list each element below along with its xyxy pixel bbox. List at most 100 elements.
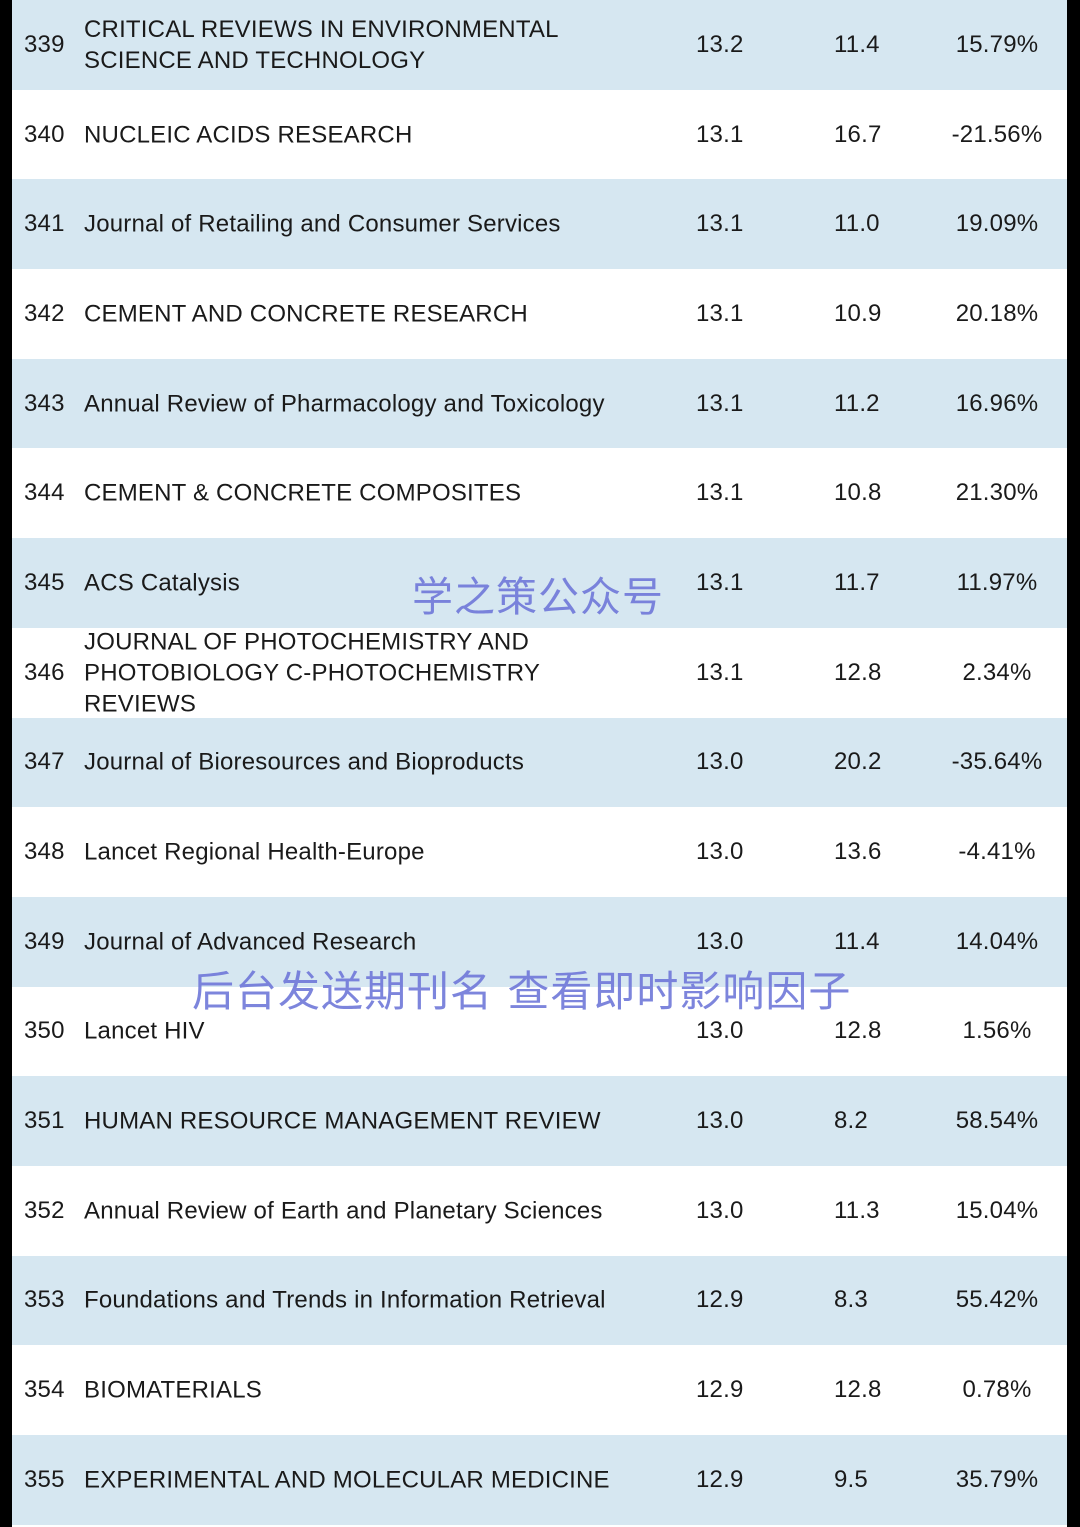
journal-name-cell: CEMENT & CONCRETE COMPOSITES [84, 479, 522, 507]
impact-factor-cell: 13.1 [696, 299, 744, 327]
watermark-tip: 后台发送期刊名 查看即时影响因子 [192, 967, 852, 1016]
impact-factor-cell: 13.0 [696, 927, 744, 955]
change-percent-cell: 21.30% [955, 479, 1039, 507]
change-percent-cell: 2.34% [962, 658, 1032, 686]
table-row: 351 HUMAN RESOURCE MANAGEMENT REVIEW 13.0 8… [12, 1076, 1067, 1166]
previous-impact-factor-cell: 8.2 [834, 1107, 868, 1135]
journal-table-page: 339 CRITICAL REVIEWS IN ENVIRONMENTAL SCI… [12, 0, 1067, 1527]
rank-cell: 352 [24, 1196, 65, 1224]
previous-impact-factor-cell: 13.6 [834, 838, 882, 866]
rank-cell: 343 [24, 389, 65, 417]
table-row: 342 CEMENT AND CONCRETE RESEARCH 13.1 10.9 2… [12, 269, 1067, 359]
rank-cell: 349 [24, 927, 65, 955]
impact-factor-cell: 13.1 [696, 389, 744, 417]
impact-factor-cell: 13.0 [696, 838, 744, 866]
table-row: 355 EXPERIMENTAL AND MOLECULAR MEDICINE 12… [12, 1435, 1067, 1525]
impact-factor-cell: 13.0 [696, 1017, 744, 1045]
change-percent-cell: -4.41% [958, 838, 1036, 866]
change-percent-cell: 35.79% [955, 1465, 1039, 1493]
change-percent-cell: 1.56% [962, 1017, 1032, 1045]
rank-cell: 339 [24, 30, 65, 58]
previous-impact-factor-cell: 11.4 [834, 30, 880, 58]
impact-factor-cell: 12.9 [696, 1376, 744, 1404]
rank-cell: 351 [24, 1107, 65, 1135]
impact-factor-cell: 13.1 [696, 568, 744, 596]
impact-factor-cell: 12.9 [696, 1465, 744, 1493]
change-percent-cell: 58.54% [955, 1107, 1039, 1135]
table-row: 345 ACS Catalysis 13.1 11.7 11.97% [12, 538, 1067, 628]
rank-cell: 347 [24, 748, 65, 776]
previous-impact-factor-cell: 10.9 [834, 299, 882, 327]
journal-name-cell: JOURNAL OF PHOTOCHEMISTRY AND PHOTOBIOLO… [84, 628, 541, 718]
table-row: 349 Journal of Advanced Research 13.0 11.4 1… [12, 896, 1067, 987]
change-percent-cell: 15.79% [955, 30, 1039, 58]
journal-name-cell: CEMENT AND CONCRETE RESEARCH [84, 300, 528, 328]
change-percent-cell: -35.64% [951, 748, 1043, 776]
impact-factor-cell: 13.0 [696, 1107, 744, 1135]
change-percent-cell: 55.42% [955, 1286, 1039, 1314]
table-row: 339 CRITICAL REVIEWS IN ENVIRONMENTAL SCI… [12, 0, 1067, 90]
journal-name-cell: BIOMATERIALS [84, 1376, 262, 1404]
journal-name-cell: EXPERIMENTAL AND MOLECULAR MEDICINE [84, 1466, 610, 1494]
rank-cell: 340 [24, 120, 65, 148]
rank-cell: 342 [24, 299, 65, 327]
impact-factor-cell: 12.9 [696, 1286, 744, 1314]
previous-impact-factor-cell: 12.8 [834, 658, 882, 686]
journal-name-cell: Lancet Regional Health-Europe [84, 838, 425, 866]
previous-impact-factor-cell: 9.5 [834, 1465, 868, 1493]
journal-name-cell: Annual Review of Pharmacology and Toxico… [84, 390, 605, 418]
previous-impact-factor-cell: 12.8 [834, 1376, 882, 1404]
previous-impact-factor-cell: 11.7 [834, 568, 880, 596]
impact-factor-cell: 13.0 [696, 1196, 744, 1224]
journal-name-cell: ACS Catalysis [84, 569, 240, 597]
journal-name-cell: CRITICAL REVIEWS IN ENVIRONMENTAL SCIENC… [84, 15, 559, 74]
change-percent-cell: 16.96% [955, 389, 1039, 417]
table-row: 350 Lancet HIV 13.0 12.8 1.56% [12, 986, 1067, 1077]
change-percent-cell: -21.56% [951, 120, 1043, 148]
journal-name-cell: Lancet HIV [84, 1017, 205, 1045]
table-row: 346 JOURNAL OF PHOTOCHEMISTRY AND PHOTOBI… [12, 627, 1067, 718]
previous-impact-factor-cell: 11.3 [834, 1196, 880, 1224]
change-percent-cell: 14.04% [955, 927, 1039, 955]
journal-name-cell: HUMAN RESOURCE MANAGEMENT REVIEW [84, 1107, 601, 1135]
rank-cell: 354 [24, 1376, 65, 1404]
rank-cell: 353 [24, 1286, 65, 1314]
rank-cell: 348 [24, 838, 65, 866]
previous-impact-factor-cell: 11.4 [834, 927, 880, 955]
impact-factor-cell: 13.1 [696, 210, 744, 238]
impact-factor-cell: 13.1 [696, 479, 744, 507]
previous-impact-factor-cell: 12.8 [834, 1017, 882, 1045]
rank-cell: 345 [24, 568, 65, 596]
change-percent-cell: 19.09% [955, 210, 1039, 238]
previous-impact-factor-cell: 20.2 [834, 748, 882, 776]
table-row: 341 Journal of Retailing and Consumer Ser… [12, 179, 1067, 270]
impact-factor-cell: 13.2 [696, 30, 744, 58]
table-row: 348 Lancet Regional Health-Europe 13.0 13.6… [12, 807, 1067, 897]
table-row: 344 CEMENT & CONCRETE COMPOSITES 13.1 10.8 2… [12, 448, 1067, 539]
rank-cell: 350 [24, 1017, 65, 1045]
rank-cell: 341 [24, 210, 65, 238]
rank-cell: 355 [24, 1465, 65, 1493]
impact-factor-cell: 13.1 [696, 658, 744, 686]
table-row: 340 NUCLEIC ACIDS RESEARCH 13.1 16.7 -21.56% [12, 89, 1067, 180]
impact-factor-cell: 13.1 [696, 120, 744, 148]
rank-cell: 346 [24, 658, 65, 686]
previous-impact-factor-cell: 16.7 [834, 120, 882, 148]
rank-cell: 344 [24, 479, 65, 507]
previous-impact-factor-cell: 8.3 [834, 1286, 868, 1314]
previous-impact-factor-cell: 10.8 [834, 479, 882, 507]
change-percent-cell: 11.97% [956, 568, 1038, 596]
table-row: 352 Annual Review of Earth and Planetary … [12, 1165, 1067, 1256]
journal-name-cell: Annual Review of Earth and Planetary Sci… [84, 1197, 603, 1225]
change-percent-cell: 15.04% [955, 1196, 1039, 1224]
table-row: 343 Annual Review of Pharmacology and Tox… [12, 358, 1067, 449]
previous-impact-factor-cell: 11.2 [834, 389, 880, 417]
journal-name-cell: Journal of Retailing and Consumer Servic… [84, 210, 561, 238]
previous-impact-factor-cell: 11.0 [834, 210, 880, 238]
journal-table: 339 CRITICAL REVIEWS IN ENVIRONMENTAL SCI… [12, 0, 1067, 1525]
change-percent-cell: 20.18% [955, 299, 1039, 327]
journal-name-cell: Journal of Advanced Research [84, 928, 417, 956]
table-row: 353 Foundations and Trends in Information… [12, 1255, 1067, 1346]
impact-factor-cell: 13.0 [696, 748, 744, 776]
watermark-account: 学之策公众号 [412, 573, 664, 621]
